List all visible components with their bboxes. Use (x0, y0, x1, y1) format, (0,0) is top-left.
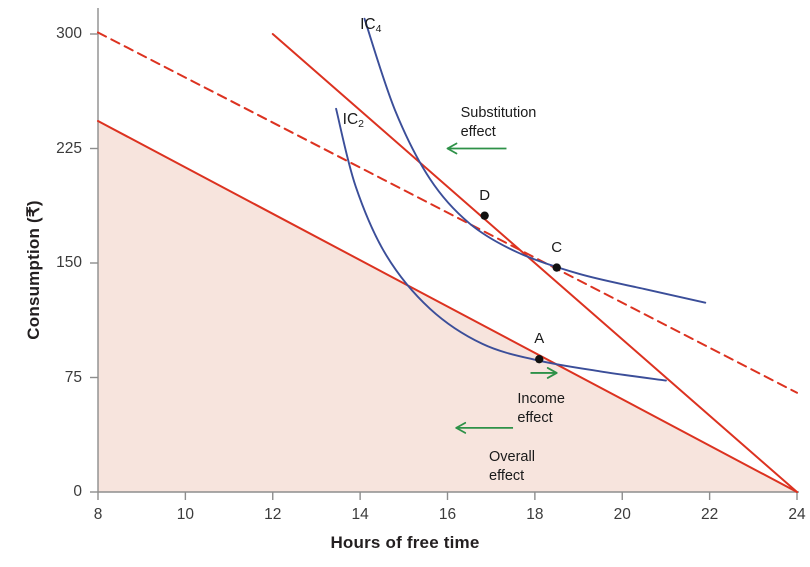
annotation-income-effect-text: Income effect (517, 390, 565, 426)
curve-label-IC4: IC4 (360, 16, 382, 36)
curve-label-subscript: 2 (358, 118, 364, 131)
annotation-overall-effect-text: Overall effect (489, 448, 535, 484)
point-label-A: A (534, 330, 545, 348)
point-label-D: D (479, 186, 491, 204)
y-tick-label: 225 (56, 139, 82, 157)
data-point-A[interactable] (535, 354, 544, 364)
curve-label-subscript: 4 (375, 23, 382, 36)
budget-line-2 (97, 31, 798, 394)
x-axis-title: Hours of free time (330, 533, 480, 552)
y-tick-label: 75 (64, 368, 82, 386)
x-tick-label: 12 (264, 506, 282, 523)
budget-line-0 (97, 120, 798, 493)
y-tick-label: 150 (56, 254, 82, 271)
x-tick-label: 16 (438, 506, 457, 523)
x-tick-label: 8 (93, 506, 103, 523)
data-point-C[interactable] (552, 263, 561, 272)
x-tick-label: 20 (613, 506, 631, 523)
curve-label-base: IC (360, 16, 376, 34)
point-label-C: C (551, 238, 563, 256)
annotation-overall-effect-arrow-head (455, 421, 467, 434)
curve-label-base: IC (342, 111, 359, 129)
curve-label-IC2: IC2 (342, 111, 364, 131)
x-tick-label: 22 (701, 506, 719, 523)
data-point-D[interactable] (480, 211, 489, 220)
annotation-substitution-effect-text: Substitution effect (460, 105, 537, 141)
x-tick-label: 10 (176, 506, 194, 523)
annotation-substitution-effect-arrow-head (446, 142, 458, 155)
budget-line-1 (271, 33, 798, 493)
y-tick-label: 0 (73, 483, 82, 500)
x-tick-label: 24 (788, 506, 806, 523)
indifference-curve-IC₄ (363, 17, 707, 304)
indifference-curve-IC₂ (335, 107, 667, 382)
y-tick-label: 300 (56, 25, 82, 42)
x-tick-label: 14 (351, 506, 369, 523)
annotation-income-effect-arrow-head (546, 367, 558, 379)
x-tick-label: 18 (526, 506, 544, 523)
